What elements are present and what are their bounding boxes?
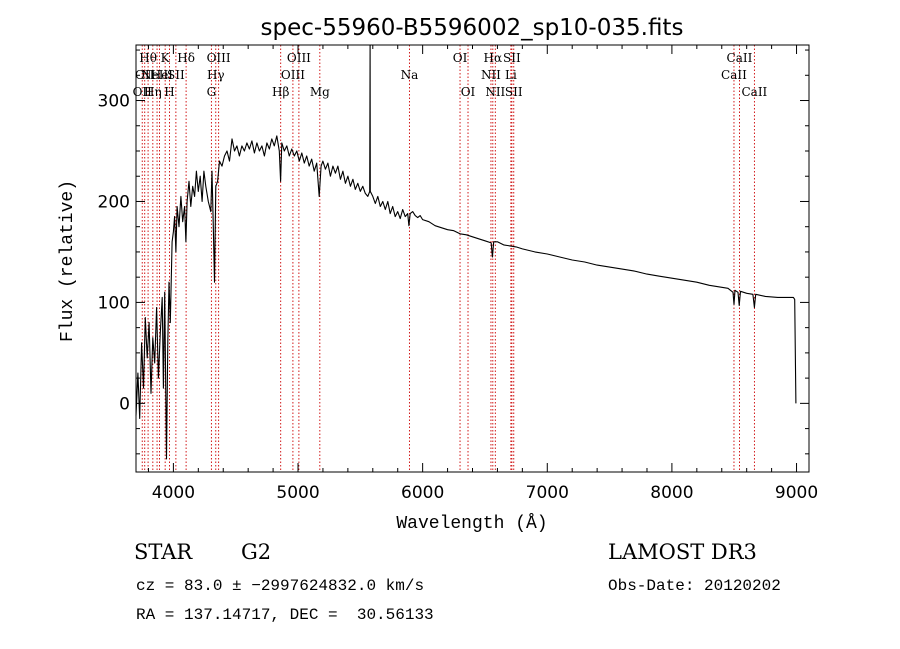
line-marker-label: Hα: [484, 51, 503, 65]
line-marker-label: OIII: [207, 51, 231, 65]
line-marker-label: G: [207, 85, 217, 99]
line-marker-label: OII: [135, 68, 155, 82]
x-axis-label: Wavelength (Å): [396, 513, 547, 534]
line-marker-label: SII: [503, 51, 521, 65]
line-marker-label: SII: [167, 68, 185, 82]
line-marker-label: Li: [505, 68, 517, 82]
line-marker-label: Hδ: [177, 51, 195, 65]
line-marker-label: NII: [481, 68, 501, 82]
y-tick-label: 200: [98, 192, 130, 212]
redshift-readout: cz = 83.0 ± −2997624832.0 km/s: [136, 577, 424, 595]
line-marker-label: Na: [401, 68, 419, 82]
spectrum-line: [135, 44, 797, 460]
line-marker-label: H: [164, 85, 174, 99]
x-tick-label: 5000: [276, 483, 319, 503]
line-marker-label: Hγ: [207, 68, 225, 82]
observation-date: Obs-Date: 20120202: [608, 577, 781, 595]
line-marker-label: CaII: [727, 51, 753, 65]
x-tick-label: 6000: [401, 483, 444, 503]
line-marker-label: NII: [485, 85, 505, 99]
x-axis-ticks: 4000 5000 6000 7000 8000 9000: [147, 45, 818, 503]
x-tick-label: 4000: [152, 483, 195, 503]
line-marker-label: CaII: [741, 85, 767, 99]
y-tick-label: 0: [119, 394, 130, 414]
object-class: STAR: [134, 540, 193, 564]
line-marker-label: Hθ: [139, 51, 157, 65]
x-tick-label: 9000: [775, 483, 818, 503]
x-tick-label: 8000: [650, 483, 693, 503]
survey-name: LAMOST DR3: [608, 540, 757, 564]
line-marker-label: OIII: [281, 68, 305, 82]
chart-title: spec-55960-B5596002_sp10-035.fits: [261, 15, 684, 41]
y-axis-ticks: 0 100 200 300: [98, 49, 809, 455]
coordinates-readout: RA = 137.14717, DEC = 30.56133: [136, 606, 434, 624]
line-marker-label: K: [161, 51, 171, 65]
line-marker-label: He: [151, 68, 169, 82]
spectral-subclass: G2: [241, 540, 271, 564]
y-tick-label: 300: [98, 92, 130, 112]
y-tick-label: 100: [98, 293, 130, 313]
line-marker-label: SII: [505, 85, 523, 99]
line-markers: [141, 45, 755, 472]
line-marker-label: Mg: [310, 85, 330, 99]
line-marker-label: CaII: [721, 68, 747, 82]
line-marker-label: OII: [133, 85, 153, 99]
line-marker-label: OIII: [287, 51, 311, 65]
line-marker-label: NeIII: [141, 68, 173, 82]
line-marker-label: Hβ: [272, 85, 289, 99]
line-marker-label: OI: [453, 51, 468, 65]
x-tick-label: 7000: [526, 483, 569, 503]
line-marker-label: OI: [461, 85, 476, 99]
line-marker-label: Hη: [144, 85, 162, 99]
y-axis-label: Flux (relative): [58, 180, 78, 342]
